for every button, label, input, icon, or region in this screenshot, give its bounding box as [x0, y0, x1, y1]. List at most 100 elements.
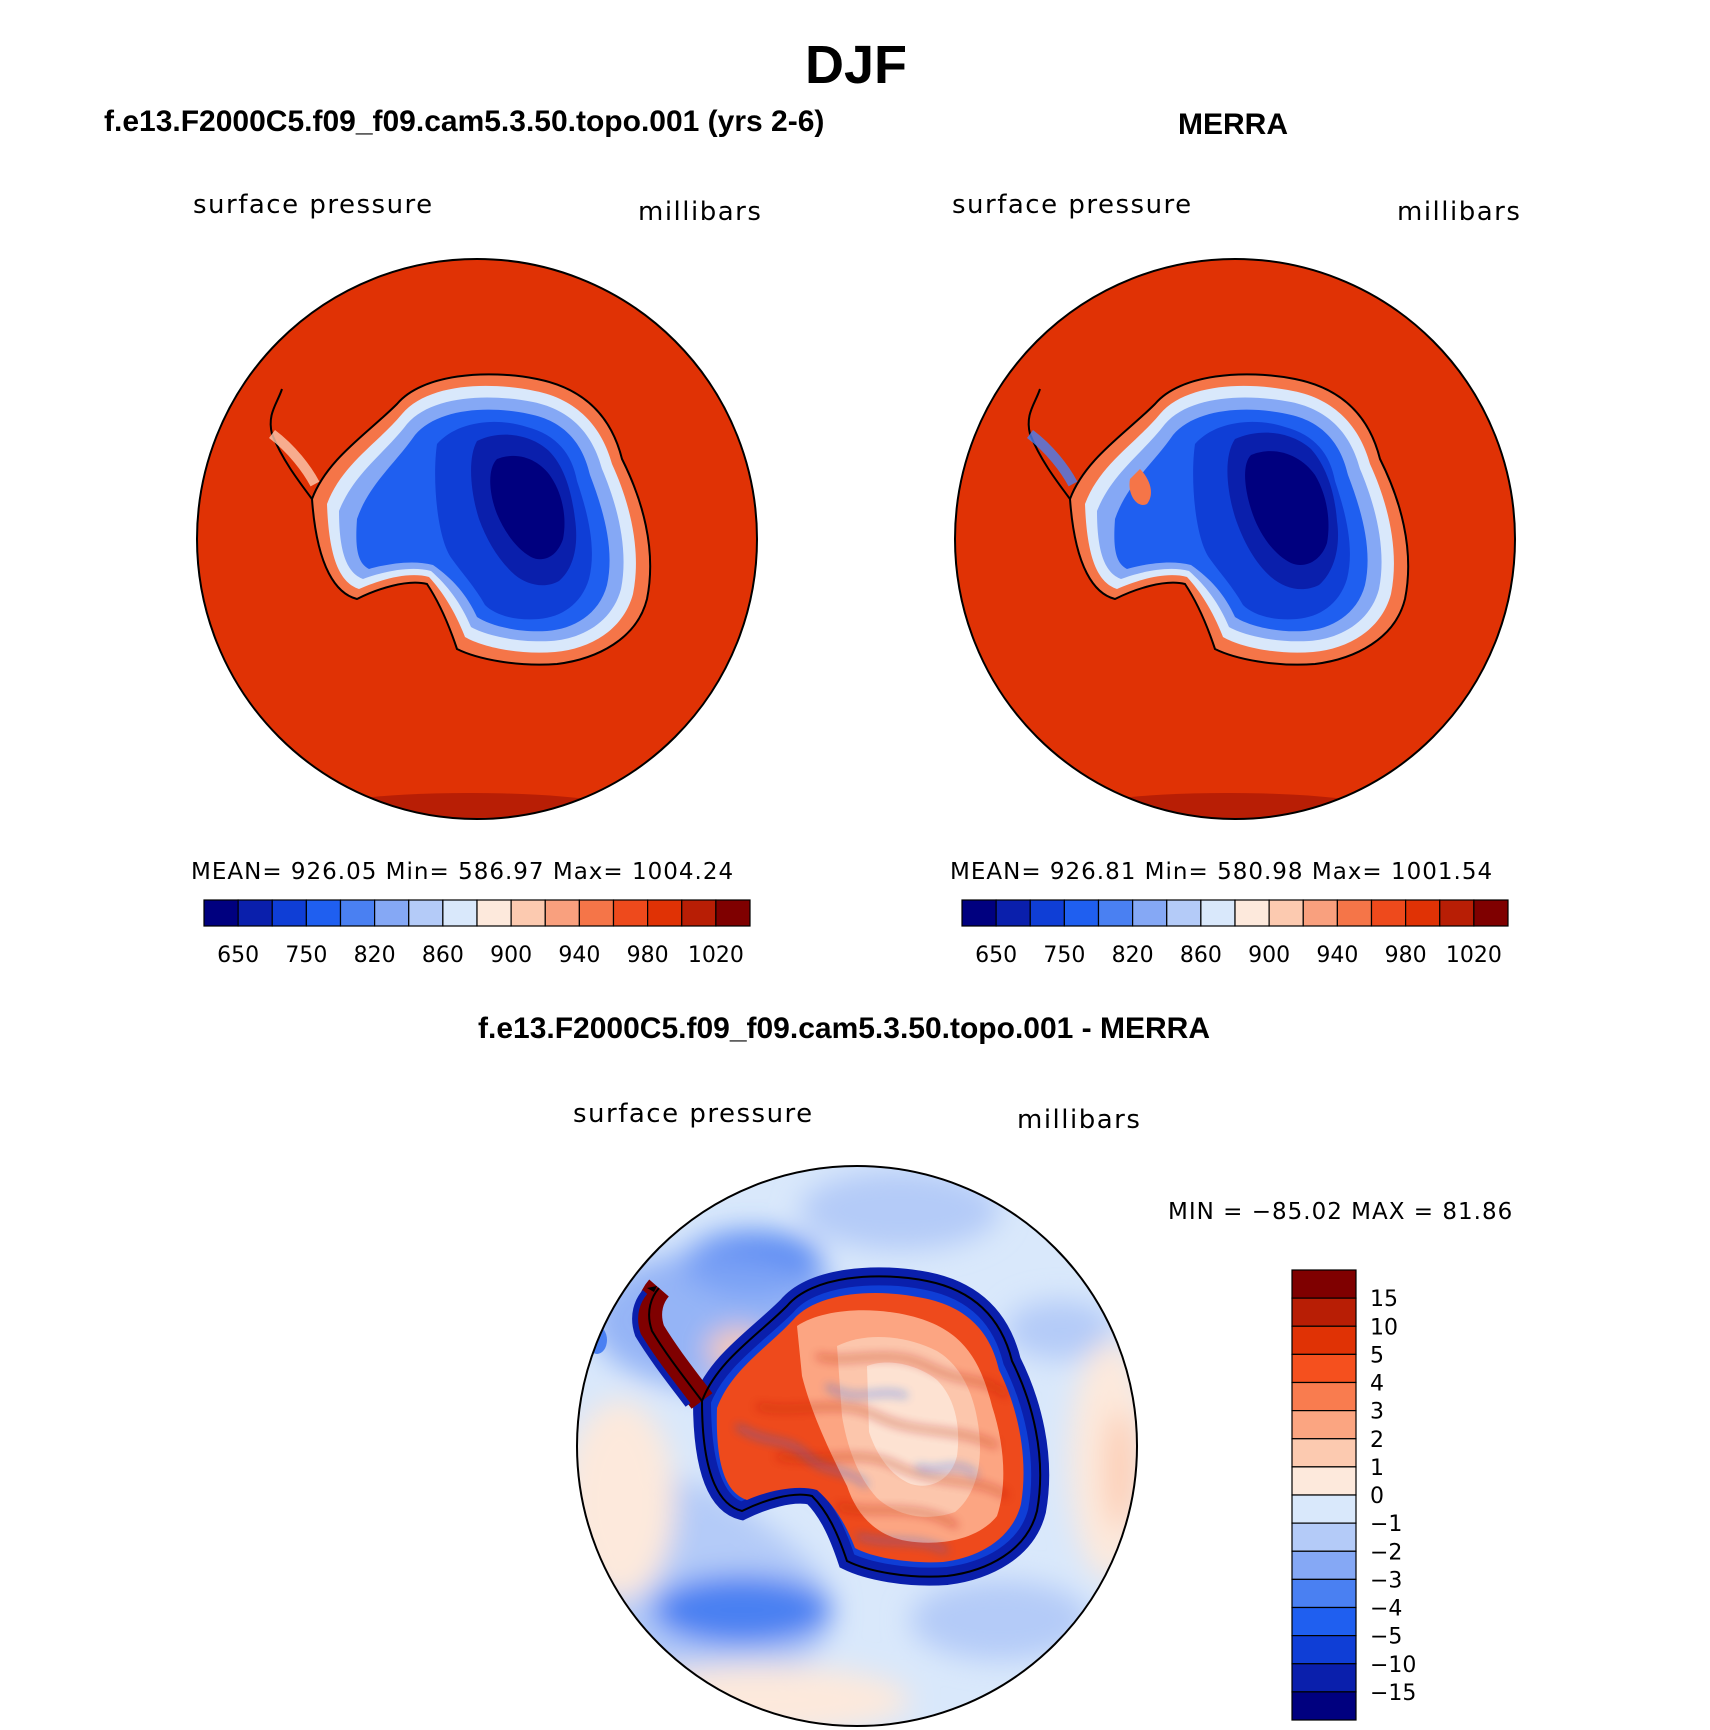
diff-colorbar-tick-4: 3: [1370, 1400, 1384, 1425]
model-colorbar-swatch-7: [442, 899, 478, 927]
model-colorbar-swatch-14: [681, 899, 717, 927]
obs-colorbar-swatch-10: [1302, 899, 1338, 927]
model-colorbar-swatch-4: [339, 899, 376, 927]
model-colorbar-swatch-3: [305, 899, 342, 927]
obs-colorbar-swatch-12: [1370, 899, 1407, 927]
diff-colorbar-tick-14: −15: [1370, 1681, 1416, 1706]
model-colorbar-swatch-0: [203, 899, 239, 927]
diff-antarctica: [632, 1267, 1050, 1586]
model-colorbar-tick-6: 980: [627, 943, 669, 968]
obs-colorbar-swatch-9: [1268, 899, 1304, 927]
diff-colorbar-swatch-9: [1291, 1522, 1357, 1552]
obs-colorbar-swatch-3: [1063, 899, 1100, 927]
model-units-label: millibars: [638, 197, 763, 227]
obs-colorbar-tick-1: 750: [1043, 943, 1085, 968]
figure-title: DJF: [805, 35, 908, 95]
model-colorbar-tick-4: 900: [490, 943, 532, 968]
obs-colorbar-swatch-4: [1097, 899, 1134, 927]
obs-colorbar: 650 750 820 860 900 940 980 1020: [961, 899, 1509, 968]
obs-antarctica: [1026, 373, 1410, 666]
diff-colorbar-tick-11: −4: [1370, 1597, 1402, 1622]
model-colorbar-swatch-10: [544, 899, 580, 927]
diff-colorbar-swatch-12: [1291, 1606, 1357, 1637]
model-colorbar-swatch-15: [715, 899, 751, 927]
diff-colorbar-swatch-7: [1291, 1466, 1357, 1496]
diff-colorbar-tick-5: 2: [1370, 1428, 1384, 1453]
model-panel-title: f.e13.F2000C5.f09_f09.cam5.3.50.topo.001…: [104, 105, 825, 138]
obs-colorbar-swatch-1: [995, 899, 1031, 927]
diff-colorbar-swatch-3: [1291, 1353, 1357, 1384]
model-colorbar-swatch-12: [612, 899, 649, 927]
model-colorbar-tick-5: 940: [558, 943, 600, 968]
obs-units-label: millibars: [1397, 197, 1522, 227]
model-colorbar-swatch-11: [578, 899, 615, 927]
model-antarctica: [268, 373, 652, 666]
model-map: [197, 259, 757, 819]
diff-variable-label: surface pressure: [573, 1099, 814, 1129]
obs-colorbar-tick-0: 650: [975, 943, 1017, 968]
obs-colorbar-swatch-8: [1234, 899, 1270, 927]
diff-colorbar-swatch-5: [1291, 1410, 1357, 1440]
model-colorbar-swatch-5: [374, 899, 410, 927]
obs-colorbar-tick-4: 900: [1248, 943, 1290, 968]
obs-variable-label: surface pressure: [952, 190, 1193, 220]
model-colorbar-swatch-9: [510, 899, 546, 927]
model-colorbar-tick-0: 650: [217, 943, 259, 968]
model-colorbar-tick-2: 820: [354, 943, 396, 968]
obs-colorbar-tick-6: 980: [1385, 943, 1427, 968]
model-colorbar-swatch-8: [476, 899, 512, 927]
diff-panel-title: f.e13.F2000C5.f09_f09.cam5.3.50.topo.001…: [478, 1012, 1210, 1045]
diff-map: [577, 1166, 1137, 1726]
obs-colorbar-swatch-0: [961, 899, 997, 927]
diff-colorbar-swatch-11: [1291, 1578, 1357, 1609]
obs-colorbar-tick-5: 940: [1316, 943, 1358, 968]
diff-colorbar-tick-1: 10: [1370, 1315, 1398, 1340]
obs-colorbar-tick-7: 1020: [1446, 943, 1502, 968]
diff-colorbar-swatch-2: [1291, 1325, 1357, 1355]
diff-colorbar-tick-3: 4: [1370, 1372, 1384, 1397]
model-colorbar-tick-7: 1020: [688, 943, 744, 968]
model-colorbar-swatch-1: [237, 899, 273, 927]
diff-colorbar-tick-10: −3: [1370, 1568, 1402, 1593]
diff-colorbar-tick-7: 0: [1370, 1484, 1384, 1509]
diff-colorbar-swatch-14: [1291, 1663, 1357, 1693]
obs-colorbar-swatch-15: [1473, 899, 1509, 927]
diff-colorbar-tick-13: −10: [1370, 1653, 1416, 1678]
model-colorbar: 650 750 820 860 900 940 980 1020: [203, 899, 751, 968]
diff-colorbar-tick-0: 15: [1370, 1287, 1398, 1312]
obs-colorbar-swatch-13: [1405, 899, 1441, 927]
diff-stats: MIN = −85.02 MAX = 81.86: [1168, 1199, 1514, 1225]
diff-colorbar-tick-12: −5: [1370, 1625, 1402, 1650]
obs-colorbar-swatch-14: [1439, 899, 1475, 927]
obs-colorbar-swatch-11: [1336, 899, 1373, 927]
obs-edge-band: [1058, 793, 1398, 819]
diff-colorbar-tick-6: 1: [1370, 1456, 1384, 1481]
diff-map-border: [576, 1165, 1138, 1727]
diff-colorbar-swatch-13: [1291, 1635, 1357, 1665]
model-colorbar-swatch-6: [408, 899, 444, 927]
diff-colorbar-swatch-4: [1291, 1381, 1357, 1412]
diff-colorbar-tick-8: −1: [1370, 1512, 1402, 1537]
obs-map-border: [954, 258, 1516, 820]
obs-stats: MEAN= 926.81 Min= 580.98 Max= 1001.54: [950, 859, 1494, 885]
diff-units-label: millibars: [1017, 1105, 1142, 1135]
obs-map: [955, 259, 1515, 819]
model-colorbar-tick-3: 860: [422, 943, 464, 968]
model-colorbar-swatch-13: [647, 899, 683, 927]
diff-colorbar-tick-2: 5: [1370, 1343, 1384, 1368]
diff-colorbar-swatch-6: [1291, 1438, 1357, 1468]
obs-colorbar-swatch-2: [1029, 899, 1065, 927]
obs-colorbar-swatch-5: [1132, 899, 1168, 927]
diff-colorbar-tick-9: −2: [1370, 1540, 1402, 1565]
model-variable-label: surface pressure: [193, 190, 434, 220]
model-stats: MEAN= 926.05 Min= 586.97 Max= 1004.24: [191, 859, 735, 885]
obs-colorbar-tick-3: 860: [1180, 943, 1222, 968]
obs-panel-title: MERRA: [1178, 108, 1288, 141]
diff-colorbar-swatch-15: [1291, 1691, 1357, 1721]
model-map-border: [196, 258, 758, 820]
model-colorbar-swatch-2: [271, 899, 307, 927]
diff-colorbar-swatch-8: [1291, 1494, 1357, 1524]
diff-colorbar-swatch-0: [1291, 1269, 1357, 1299]
diff-colorbar-swatch-1: [1291, 1297, 1357, 1327]
